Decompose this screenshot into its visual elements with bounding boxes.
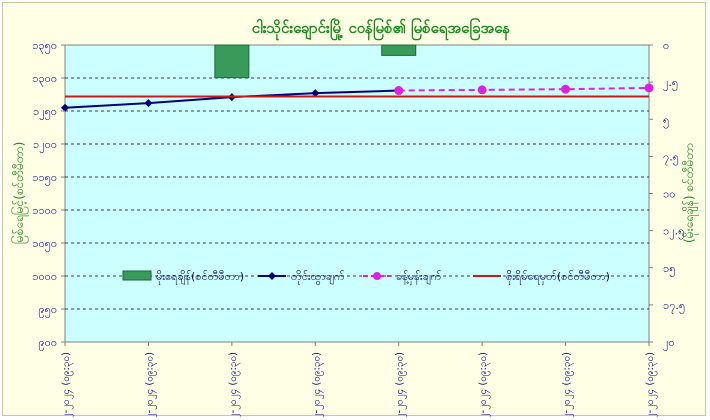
left-tick-label: ၁၂၀၀	[33, 138, 57, 153]
legend-label: ခန့်မှန်းချက်	[396, 270, 442, 285]
right-tick-label: ၂.၅	[663, 76, 678, 91]
left-tick-label: ၁၁၀၀	[32, 204, 57, 217]
x-tick-label: ၁၃-၁၂-၂၀၂၄ (၀၉:၃၀)	[311, 352, 324, 417]
left-tick-label: ၉၀၀	[38, 336, 57, 351]
legend-marker-observed	[268, 272, 276, 280]
legend-swatch-rain	[122, 270, 152, 281]
observed-point	[61, 103, 69, 112]
x-tick-label: ၁၅-၁၂-၂၀၂၄ (၀၉:၃၀)	[478, 352, 491, 417]
plot-area	[64, 44, 650, 343]
right-tick-label: ၅	[663, 113, 669, 128]
rain-bar	[381, 44, 417, 56]
right-tick-label: ၁၂.၅	[663, 225, 684, 240]
x-tick-label: ၁၀-၁၂-၂၀၂၄ (၀၉:၃၀)	[61, 352, 74, 417]
forecast-point	[561, 84, 571, 94]
x-tick-label: ၁၁-၁၂-၂၀၂၄ (၀၉:၃၀)	[144, 352, 157, 417]
right-tick-label: ၇.၅	[663, 150, 679, 165]
observed-point	[144, 99, 153, 108]
left-tick-label: ၁၀၀၀	[32, 270, 57, 283]
forecast-point	[477, 85, 487, 95]
left-tick-label: ၁၂၅၀	[33, 105, 57, 120]
chart: ငါးသိုင်းချောင်းမြို့ ငဝန်မြစ်၏ မြစ်ရေအခ…	[10, 17, 699, 417]
rain-bars	[214, 44, 417, 79]
right-tick-label: ၁၀	[663, 188, 675, 201]
legend-label: စိုးရိမ်ရေမှတ်(စင်တီမီတာ)	[506, 270, 610, 285]
x-tick-label: ၁၇-၁၂-၂၀၂၄ (၀၉:၃၀)	[645, 352, 658, 417]
right-tick-label: ၁၅	[663, 262, 675, 277]
chart-title: ငါးသိုင်းချောင်းမြို့ ငဝန်မြစ်၏ မြစ်ရေအခ…	[252, 17, 511, 41]
grid-lines	[65, 77, 649, 310]
forecast-point	[644, 83, 654, 93]
x-axis-ticks: ၁၀-၁၂-၂၀၂၄ (၀၉:၃၀) ၁၁-၁၂-၂၀၂၄ (၀၉:၃၀) ၁၂-၁…	[61, 342, 658, 417]
legend-marker-forecast	[373, 272, 381, 280]
forecast-line	[398, 86, 650, 92]
forecast-point	[394, 86, 404, 96]
left-tick-label: ၁၃၅၀	[32, 39, 57, 54]
right-tick-label: ၂၀	[663, 336, 675, 351]
right-axis-label: (မိုးရေချိန်) စင်တီမီတာ	[681, 143, 699, 243]
x-tick-label: ၁၂-၁၂-၂၀၂၄ (၀၉:၃၀)	[228, 352, 241, 417]
left-tick-label: ၉၅၀	[38, 303, 57, 318]
left-tick-label: ၁၁၅၀	[32, 171, 57, 186]
right-tick-label: ၀	[663, 39, 669, 52]
rain-bar	[214, 44, 250, 79]
x-tick-label: ၁၆-၁၂-၂၀၂၄ (၀၉:၃၀)	[560, 352, 575, 417]
legend-label: မိုးရေချိန်(စင်တီမီတာ)	[156, 270, 244, 285]
left-axis-ticks: ၉၀၀ ၉၅၀ ၁၀၀၀ ၁၀၅၀ ၁၁၀၀ ၁၁၅၀ ၁၂၀၀ ၁၂၅၀ ၁၃၀၀ ၁၃၅၀	[32, 39, 65, 351]
series-lines	[61, 83, 654, 112]
observed-point	[311, 89, 320, 98]
left-tick-label: ၁၀၅၀	[32, 237, 57, 252]
legend: မိုးရေချိန်(စင်တီမီတာ) တိုင်းထွာချက် ခန့်မ…	[122, 270, 610, 285]
left-axis-label: မြစ်ရေမြင့်(စင်တီမီတာ)	[10, 142, 29, 244]
left-tick-label: ၁၃၀၀	[32, 72, 57, 87]
x-tick-label: ၁၄-၁၂-၂၀၂၄ (၀၉:၃၀)	[395, 352, 408, 417]
right-tick-label: ၁၇.၅	[663, 299, 685, 314]
chart-frame: ငါးသိုင်းချောင်းမြို့ ငဝန်မြစ်၏ မြစ်ရေအခ…	[2, 2, 706, 417]
legend-label: တိုင်းထွာချက်	[291, 270, 345, 285]
